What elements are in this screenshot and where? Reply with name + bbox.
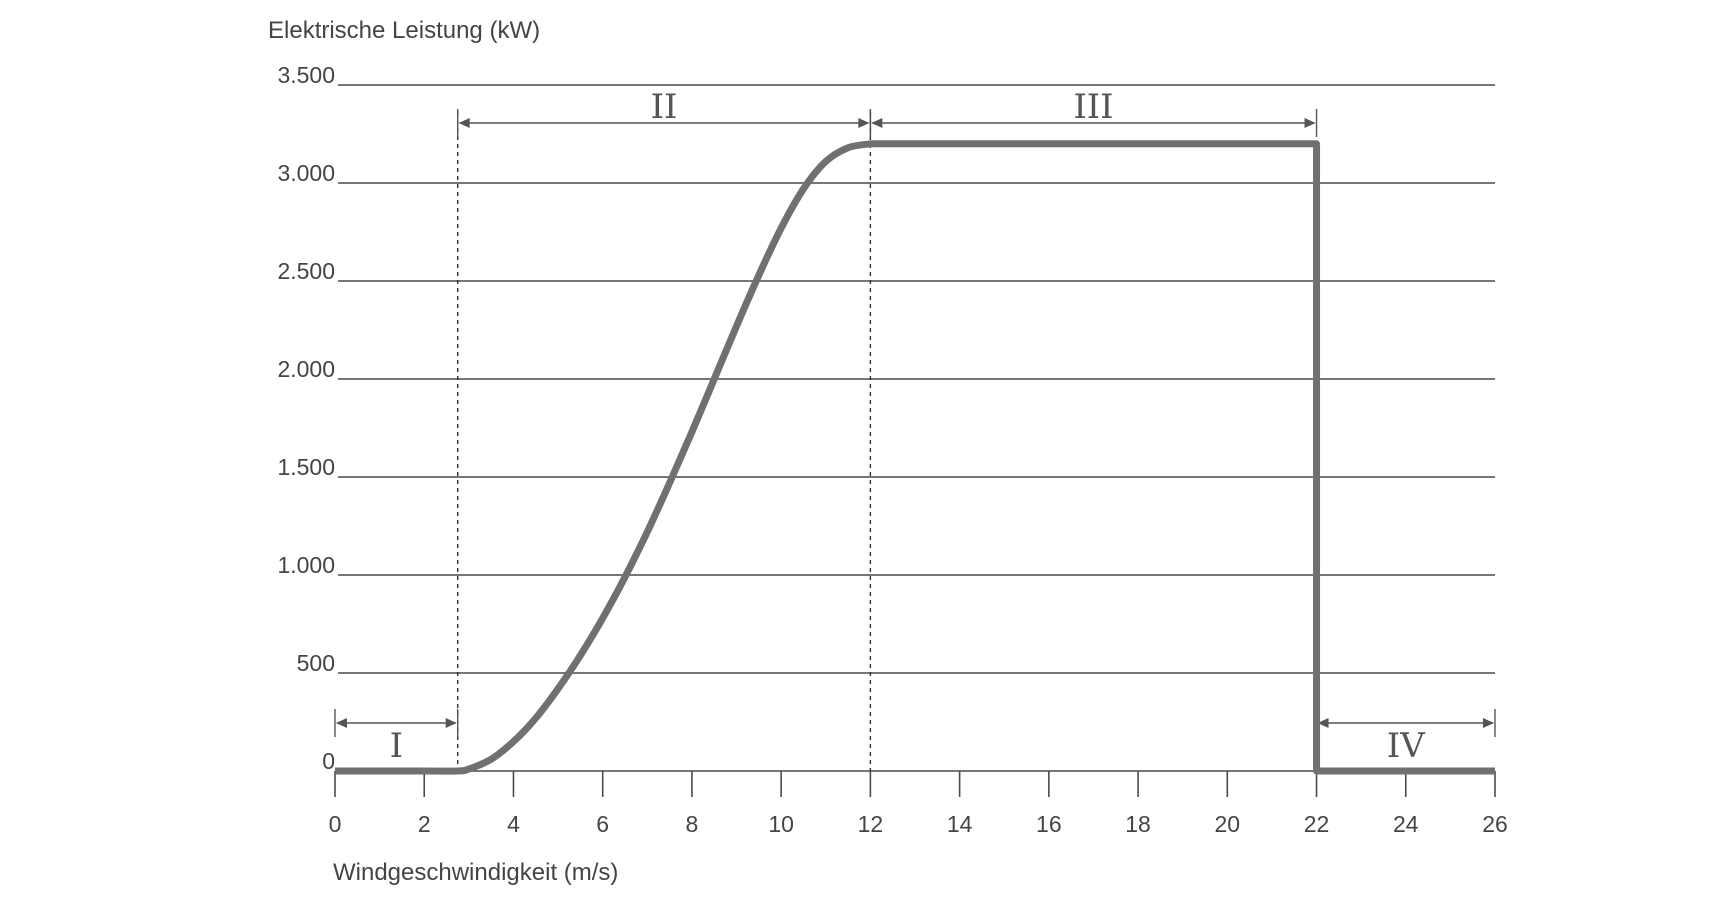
region-arrow-head: [1304, 118, 1316, 128]
x-tick-label: 26: [1482, 811, 1508, 837]
region-arrow-head: [858, 118, 870, 128]
region-arrow-head: [871, 118, 883, 128]
x-tick-label: 10: [768, 811, 794, 837]
region-label: IV: [1387, 726, 1426, 766]
x-tick-label: 22: [1304, 811, 1330, 837]
x-tick-label: 2: [418, 811, 431, 837]
region-arrow-head: [1317, 718, 1329, 728]
x-tick-label: 18: [1125, 811, 1151, 837]
x-tick-label: 14: [947, 811, 973, 837]
y-axis-label: Elektrische Leistung (kW): [268, 17, 540, 44]
x-tick-label: 20: [1215, 811, 1241, 837]
y-tick-label: 2.500: [277, 258, 335, 284]
y-tick-label: 3.500: [277, 62, 335, 88]
x-axis-label: Windgeschwindigkeit (m/s): [333, 859, 618, 886]
x-axis: 0 2 4 6 8 10 12 14 16 18 20 22 24 26: [329, 770, 1508, 837]
x-tick-label: 0: [329, 811, 342, 837]
region-arrow-head: [336, 718, 347, 728]
region-label: I: [390, 726, 403, 766]
region-arrow-head: [445, 718, 457, 728]
x-tick-label: 12: [858, 811, 884, 837]
x-tick-label: 8: [686, 811, 699, 837]
region-arrow-head: [1483, 718, 1494, 728]
y-tick-label: 1.000: [277, 552, 335, 578]
grid-lines: [338, 84, 1495, 674]
x-tick-label: 4: [507, 811, 520, 837]
power-curve-line: [335, 140, 1495, 775]
y-tick-labels: 0 500 1.000 1.500 2.000 2.500 3.000 3.500: [277, 62, 335, 774]
region-boundaries: [456, 112, 872, 771]
y-tick-label: 0: [322, 748, 335, 774]
region-label: III: [1073, 87, 1113, 127]
y-tick-label: 2.000: [277, 356, 335, 382]
region-arrow-head: [458, 118, 470, 128]
x-tick-label: 24: [1393, 811, 1419, 837]
x-tick-label: 16: [1036, 811, 1062, 837]
x-tick-label: 6: [596, 811, 609, 837]
region-label: II: [651, 87, 678, 127]
y-tick-label: 1.500: [277, 454, 335, 480]
y-tick-label: 3.000: [277, 160, 335, 186]
y-tick-label: 500: [297, 650, 335, 676]
